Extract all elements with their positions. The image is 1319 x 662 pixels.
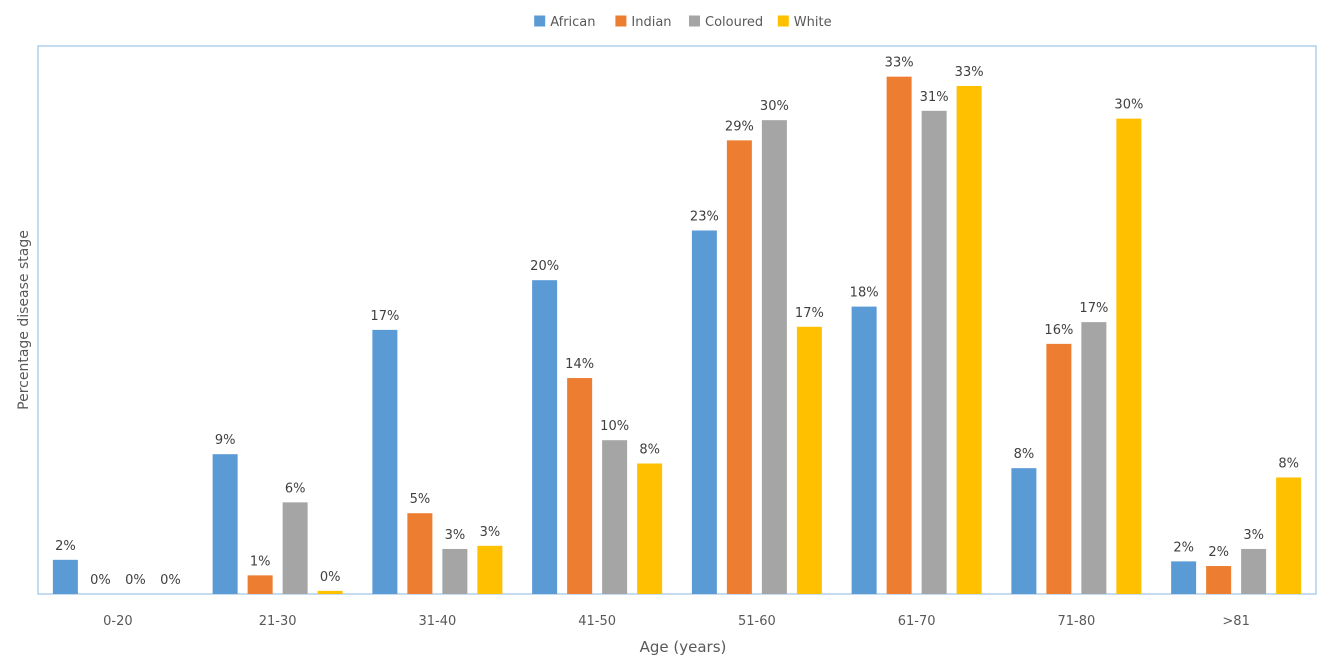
x-axis-title: Age (years)	[640, 638, 727, 656]
bar-african-2	[372, 329, 398, 594]
data-label: 2%	[1208, 545, 1229, 560]
bar-indian-7	[1206, 566, 1232, 594]
x-tick-label: 31-40	[418, 614, 456, 629]
bar-coloured-4	[761, 120, 787, 595]
data-label: 17%	[1079, 301, 1108, 316]
legend: African Indian Coloured White	[534, 15, 832, 30]
x-tick-labels: 0-20 21-30 31-40 41-50 51-60 61-70 71-80 >81	[103, 614, 1250, 629]
data-label: 3%	[445, 528, 466, 543]
legend-label-coloured: Coloured	[705, 15, 763, 30]
data-label: 3%	[480, 525, 501, 540]
data-label: 18%	[850, 286, 879, 301]
data-label: 29%	[725, 119, 754, 134]
data-label: 8%	[1278, 456, 1299, 471]
bar-african-1	[212, 454, 238, 594]
x-tick-label: 41-50	[578, 614, 616, 629]
data-label: 0%	[125, 573, 146, 588]
data-label: 17%	[795, 306, 824, 321]
plot-area-border	[37, 45, 1317, 595]
x-tick-label: 0-20	[103, 614, 133, 629]
bar-white-2	[477, 545, 503, 594]
legend-swatch-white	[777, 15, 789, 27]
y-axis-title: Percentage disease stage	[16, 230, 32, 410]
x-tick-label: >81	[1222, 614, 1249, 629]
legend-label-african: African	[550, 15, 595, 30]
bar-coloured-5	[921, 110, 947, 594]
x-tick-label: 61-70	[898, 614, 936, 629]
legend-label-white: White	[794, 15, 832, 30]
bar-indian-2	[407, 513, 433, 594]
data-label: 33%	[885, 56, 914, 71]
data-label: 23%	[690, 209, 719, 224]
data-label: 10%	[600, 419, 629, 434]
bar-coloured-2	[442, 548, 468, 594]
data-labels: 2% 0% 0% 0% 9% 1% 6% 0% 17% 5% 3% 3% 20% 14% 10% 8% 23% 2…	[55, 56, 1299, 588]
bar-indian-3	[567, 378, 593, 594]
legend-swatch-african	[534, 15, 546, 27]
legend-swatch-coloured	[689, 15, 700, 27]
data-label: 0%	[320, 570, 341, 585]
bar-white-6	[1116, 118, 1142, 594]
bar-indian-5	[886, 76, 912, 595]
data-label: 6%	[285, 481, 306, 496]
bar-african-3	[532, 280, 558, 594]
bar-african-0	[52, 559, 78, 594]
bar-coloured-7	[1241, 548, 1267, 594]
data-label: 20%	[530, 259, 559, 274]
bar-indian-4	[726, 140, 752, 594]
data-label: 0%	[160, 573, 181, 588]
data-label: 30%	[1114, 98, 1143, 113]
bar-african-6	[1011, 468, 1037, 594]
bar-coloured-6	[1081, 322, 1107, 594]
bar-white-5	[956, 85, 982, 594]
bar-coloured-3	[602, 440, 628, 594]
legend-label-indian: Indian	[631, 15, 671, 30]
bar-white-7	[1276, 477, 1302, 594]
bar-coloured-1	[282, 502, 308, 594]
data-label: 9%	[215, 433, 236, 448]
data-label: 16%	[1044, 323, 1073, 338]
legend-swatch-indian	[615, 15, 627, 27]
bar-white-1	[317, 590, 343, 594]
x-tick-label: 51-60	[738, 614, 776, 629]
bar-indian-6	[1046, 343, 1072, 594]
data-label: 30%	[760, 99, 789, 114]
data-label: 0%	[90, 573, 111, 588]
bar-african-7	[1171, 561, 1197, 594]
bar-african-5	[851, 306, 877, 594]
bar-african-4	[691, 230, 717, 594]
data-label: 2%	[55, 539, 76, 554]
bar-white-3	[637, 463, 663, 594]
data-label: 31%	[920, 90, 949, 105]
bars	[52, 76, 1302, 595]
data-label: 14%	[565, 357, 594, 372]
x-tick-label: 71-80	[1057, 614, 1095, 629]
data-label: 17%	[370, 309, 399, 324]
bar-white-4	[796, 326, 822, 594]
data-label: 33%	[955, 65, 984, 80]
data-label: 1%	[250, 554, 271, 569]
data-label: 8%	[1014, 447, 1035, 462]
data-label: 3%	[1243, 528, 1264, 543]
data-label: 8%	[639, 443, 660, 458]
data-label: 5%	[410, 492, 431, 507]
data-label: 2%	[1173, 540, 1194, 555]
x-tick-label: 21-30	[259, 614, 297, 629]
bar-indian-1	[247, 575, 273, 594]
